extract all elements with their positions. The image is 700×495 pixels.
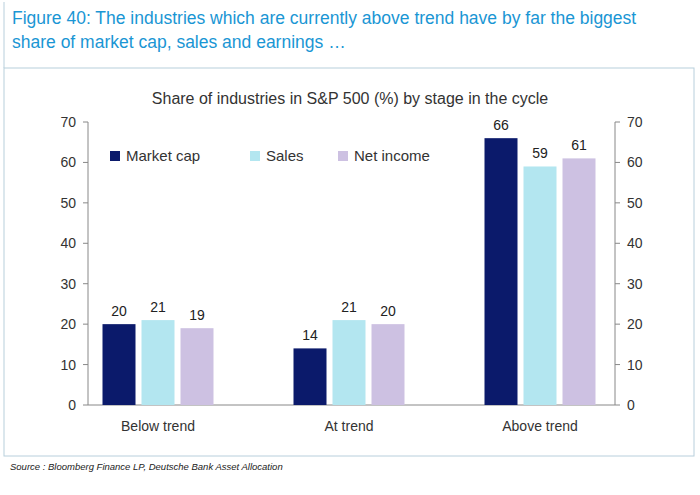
- y-tick: [83, 364, 88, 365]
- y2-tick: [615, 202, 620, 203]
- y2-tick-label: 0: [627, 397, 635, 413]
- data-label: 61: [571, 137, 587, 153]
- bar: [563, 158, 596, 405]
- y-tick: [83, 283, 88, 284]
- bar: [181, 328, 214, 405]
- legend-swatch: [338, 151, 348, 161]
- y-tick-label: 30: [60, 276, 76, 292]
- data-label: 21: [341, 299, 357, 315]
- legend-label: Market cap: [126, 147, 200, 164]
- x-tick-label: At trend: [324, 418, 373, 434]
- bar: [372, 324, 405, 405]
- y2-tick: [615, 283, 620, 284]
- x-tick-label: Above trend: [502, 418, 578, 434]
- y-axis: [88, 122, 89, 405]
- y-tick-label: 10: [60, 357, 76, 373]
- y-tick: [83, 122, 88, 123]
- y2-tick-label: 60: [627, 154, 643, 170]
- y2-tick: [615, 243, 620, 244]
- chart-title: Share of industries in S&P 500 (%) by st…: [152, 90, 548, 107]
- y-tick-label: 60: [60, 154, 76, 170]
- legend-swatch: [250, 151, 260, 161]
- data-label: 21: [150, 299, 166, 315]
- y2-tick-label: 10: [627, 357, 643, 373]
- bars: [103, 138, 596, 405]
- y-tick: [83, 405, 88, 406]
- data-label: 19: [189, 307, 205, 323]
- chart: Share of industries in S&P 500 (%) by st…: [0, 0, 700, 495]
- data-label: 66: [493, 117, 509, 133]
- y2-tick: [615, 405, 620, 406]
- y2-tick: [615, 122, 620, 123]
- y-tick: [83, 202, 88, 203]
- y-tick: [83, 162, 88, 163]
- bar: [485, 138, 518, 405]
- data-label: 20: [111, 303, 127, 319]
- legend-swatch: [110, 151, 120, 161]
- y-tick-label: 70: [60, 114, 76, 130]
- x-tick-label: Below trend: [121, 418, 195, 434]
- bar: [142, 320, 175, 405]
- frame-edge: [4, 2, 5, 68]
- y2-tick-label: 30: [627, 276, 643, 292]
- bar: [103, 324, 136, 405]
- data-label: 59: [532, 145, 548, 161]
- bar: [524, 166, 557, 405]
- y2-tick-label: 70: [627, 114, 643, 130]
- y2-tick: [615, 364, 620, 365]
- source-note: Source : Bloomberg Finance LP, Deutsche …: [10, 461, 283, 472]
- legend-label: Net income: [354, 147, 430, 164]
- y2-tick-label: 20: [627, 316, 643, 332]
- y2-tick-label: 40: [627, 235, 643, 251]
- legend-label: Sales: [266, 147, 304, 164]
- y-tick-label: 40: [60, 235, 76, 251]
- y-tick-label: 50: [60, 195, 76, 211]
- data-label: 14: [302, 327, 318, 343]
- y2-tick-label: 50: [627, 195, 643, 211]
- bar: [333, 320, 366, 405]
- y-tick: [83, 324, 88, 325]
- y-tick: [83, 243, 88, 244]
- y2-tick: [615, 162, 620, 163]
- figure-title: Figure 40: The industries which are curr…: [12, 6, 662, 54]
- y2-axis: [615, 122, 616, 405]
- data-label: 20: [380, 303, 396, 319]
- frame: [4, 68, 694, 456]
- y2-tick: [615, 324, 620, 325]
- y-tick-label: 0: [68, 397, 76, 413]
- y-tick-label: 20: [60, 316, 76, 332]
- bar: [294, 348, 327, 405]
